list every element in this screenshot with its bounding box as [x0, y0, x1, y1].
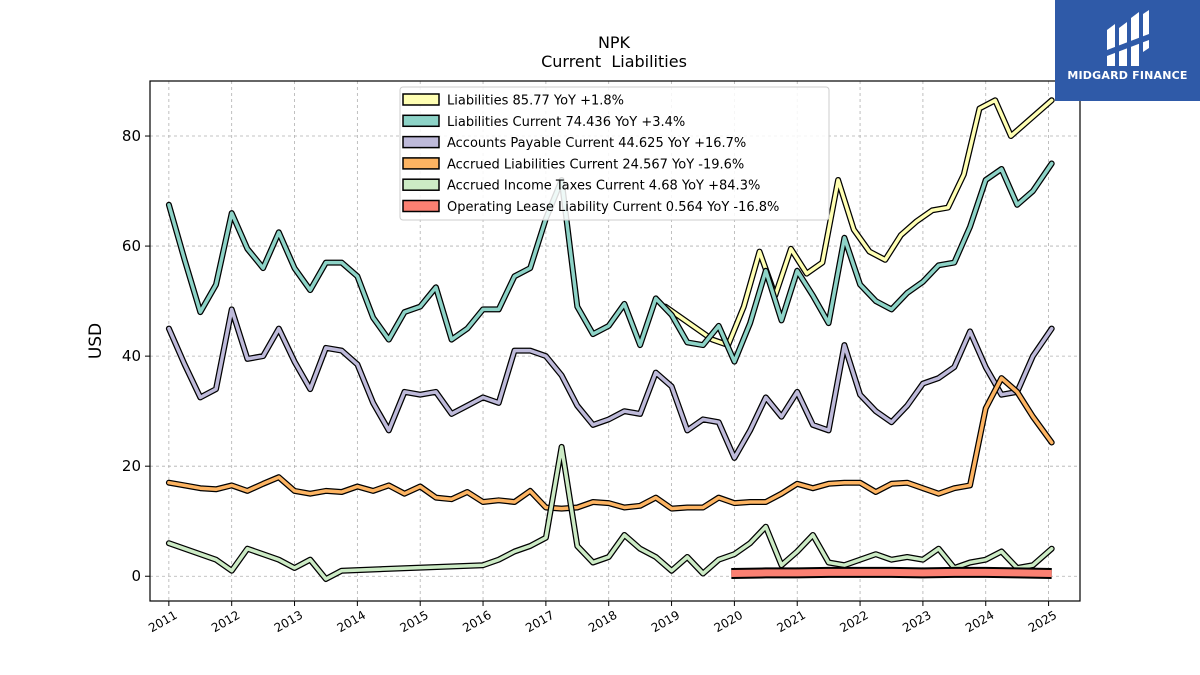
- legend: Liabilities 85.77 YoY +1.8% Liabilities C…: [399, 86, 830, 221]
- x-tick-label: 2011: [146, 608, 179, 635]
- y-tick-label: 0: [131, 567, 141, 585]
- legend-label: Accounts Payable Current 44.625 YoY +16.…: [447, 136, 746, 151]
- series-outline-accrued-liabilities-current: [165, 375, 1055, 512]
- x-tick-label: 2023: [900, 608, 933, 635]
- x-tick-label: 2022: [837, 608, 870, 635]
- legend-swatch: [402, 114, 440, 128]
- series-line-accrued-income-taxes-current: [167, 445, 1054, 581]
- plot-frame: [149, 80, 1081, 602]
- series-group: [165, 97, 1055, 582]
- x-tick-label: 2013: [272, 608, 305, 635]
- series-line-accounts-payable-current: [167, 307, 1054, 460]
- x-tick-label: 2020: [712, 608, 745, 635]
- x-tick-label: 2016: [460, 608, 493, 635]
- x-tick-label: 2019: [649, 608, 682, 635]
- series-line-operating-lease-liability-current: [731, 568, 1052, 577]
- legend-label: Accrued Income Taxes Current 4.68 YoY +8…: [447, 179, 760, 194]
- series-line-liabilities-current: [167, 161, 1054, 364]
- legend-swatch: [402, 93, 440, 106]
- legend-swatch: [402, 135, 440, 149]
- legend-swatch: [402, 178, 440, 191]
- x-tick-label: 2018: [586, 608, 619, 635]
- x-tick-label: 2012: [209, 608, 242, 635]
- legend-label: Liabilities Current 74.436 YoY +3.4%: [447, 115, 685, 130]
- y-tick-label: 80: [122, 127, 141, 145]
- x-tick-label: 2015: [397, 608, 430, 635]
- y-tick-label: 60: [122, 237, 141, 255]
- legend-label: Liabilities 85.77 YoY +1.8%: [447, 94, 624, 109]
- midgard-logo-icon: [1107, 10, 1149, 66]
- legend-swatch: [402, 199, 440, 213]
- series-line-accrued-liabilities-current: [167, 376, 1054, 511]
- y-tick-label: 40: [122, 347, 141, 365]
- legend-label: Operating Lease Liability Current 0.564 …: [447, 200, 779, 215]
- x-tick-label: 2024: [963, 608, 996, 635]
- chart-subtitle: Current Liabilities: [541, 52, 687, 71]
- chart-title: NPK: [598, 33, 631, 52]
- legend-label: Accrued Liabilities Current 24.567 YoY -…: [447, 157, 744, 172]
- y-tick-label: 20: [122, 457, 141, 475]
- x-tick-label: 2017: [523, 608, 556, 635]
- legend-swatch: [402, 157, 440, 170]
- legend-box: [399, 86, 830, 221]
- x-tick-label: 2025: [1026, 608, 1059, 635]
- x-tick-label: 2021: [775, 608, 808, 635]
- logo-text: MIDGARD FINANCE: [1067, 69, 1188, 82]
- series-outline-accounts-payable-current: [165, 306, 1055, 461]
- x-tick-label: 2014: [335, 608, 368, 635]
- y-axis-label: USD: [86, 323, 106, 359]
- midgard-finance-logo: MIDGARD FINANCE: [1055, 0, 1200, 101]
